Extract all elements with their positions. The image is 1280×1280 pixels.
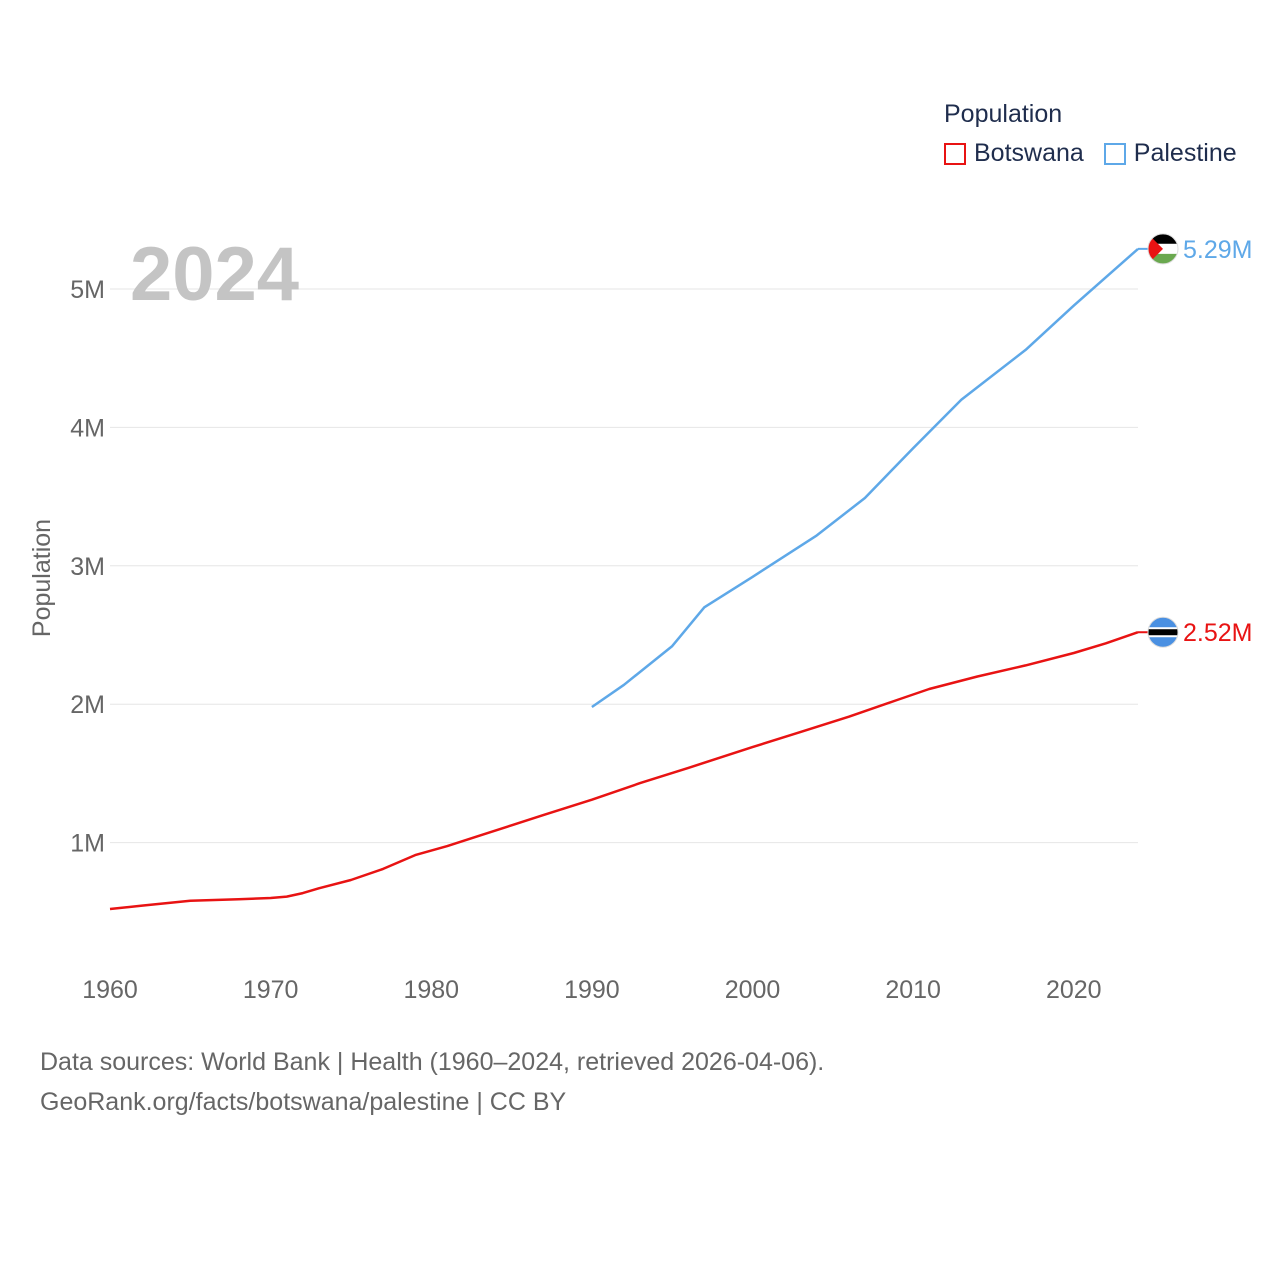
botswana-flag-icon bbox=[1147, 616, 1179, 648]
y-tick-label: 1M bbox=[70, 830, 105, 858]
y-tick-label: 2M bbox=[70, 691, 105, 719]
y-tick-label: 4M bbox=[70, 414, 105, 442]
series-lines bbox=[109, 247, 1139, 911]
x-tick-label: 1960 bbox=[82, 976, 138, 1004]
series-end-markers: 2.52M 5.29M bbox=[1138, 233, 1252, 648]
legend-swatch-botswana bbox=[944, 142, 966, 165]
legend-label-palestine: Palestine bbox=[1133, 139, 1237, 167]
legend: Population Botswana Palestine bbox=[944, 100, 1257, 168]
x-tick-label: 1970 bbox=[243, 976, 299, 1004]
grid-lines bbox=[110, 288, 1138, 844]
footer-sources: Data sources: World Bank | Health (1960–… bbox=[40, 1048, 825, 1076]
legend-item-palestine[interactable]: Palestine bbox=[1103, 139, 1237, 168]
legend-title: Population bbox=[944, 100, 1063, 128]
legend-label-botswana: Botswana bbox=[974, 139, 1084, 167]
x-tick-label: 1990 bbox=[564, 976, 620, 1004]
legend-item-botswana[interactable]: Botswana bbox=[944, 139, 1084, 168]
series-line-botswana bbox=[109, 631, 1139, 911]
y-axis-ticks: 1M 2M 3M 4M 5M bbox=[70, 276, 105, 858]
palestine-flag-icon bbox=[1147, 233, 1179, 265]
x-tick-label: 2000 bbox=[725, 976, 781, 1004]
y-axis-label: Population bbox=[28, 519, 56, 637]
x-axis-ticks: 1960 1970 1980 1990 2000 2010 2020 bbox=[82, 976, 1101, 1004]
series-line-palestine bbox=[591, 247, 1139, 709]
end-label-palestine: 5.29M bbox=[1183, 236, 1252, 264]
x-tick-label: 2020 bbox=[1046, 976, 1102, 1004]
footer-credit: GeoRank.org/facts/botswana/palestine | C… bbox=[40, 1088, 567, 1116]
footer: Data sources: World Bank | Health (1960–… bbox=[40, 1042, 824, 1122]
x-tick-label: 1980 bbox=[403, 976, 459, 1004]
legend-swatch-palestine bbox=[1103, 142, 1126, 165]
y-tick-label: 3M bbox=[70, 553, 105, 581]
x-tick-label: 2010 bbox=[885, 976, 941, 1004]
year-watermark: 2024 bbox=[130, 232, 299, 317]
end-label-botswana: 2.52M bbox=[1183, 619, 1252, 647]
y-tick-label: 5M bbox=[70, 276, 105, 304]
